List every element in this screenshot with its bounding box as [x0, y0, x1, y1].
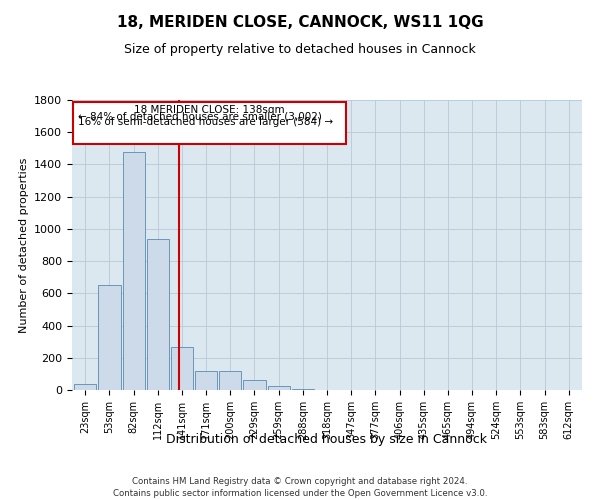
Bar [292, 389, 314, 390]
Text: 18 MERIDEN CLOSE: 138sqm: 18 MERIDEN CLOSE: 138sqm [134, 105, 285, 115]
Text: 18, MERIDEN CLOSE, CANNOCK, WS11 1QG: 18, MERIDEN CLOSE, CANNOCK, WS11 1QG [116, 15, 484, 30]
Bar [219, 370, 241, 390]
Bar [244, 380, 266, 390]
Text: Size of property relative to detached houses in Cannock: Size of property relative to detached ho… [124, 42, 476, 56]
Bar [171, 346, 193, 390]
FancyBboxPatch shape [73, 102, 346, 143]
Y-axis label: Number of detached properties: Number of detached properties [19, 158, 29, 332]
Text: Contains public sector information licensed under the Open Government Licence v3: Contains public sector information licen… [113, 489, 487, 498]
Text: 16% of semi-detached houses are larger (584) →: 16% of semi-detached houses are larger (… [78, 118, 333, 128]
Bar [98, 286, 121, 390]
Text: ← 84% of detached houses are smaller (3,002): ← 84% of detached houses are smaller (3,… [78, 112, 322, 122]
Bar [268, 386, 290, 390]
Text: Distribution of detached houses by size in Cannock: Distribution of detached houses by size … [167, 432, 487, 446]
Bar [122, 152, 145, 390]
Bar [74, 384, 97, 390]
Bar [146, 238, 169, 390]
Text: Contains HM Land Registry data © Crown copyright and database right 2024.: Contains HM Land Registry data © Crown c… [132, 478, 468, 486]
Bar [195, 370, 217, 390]
